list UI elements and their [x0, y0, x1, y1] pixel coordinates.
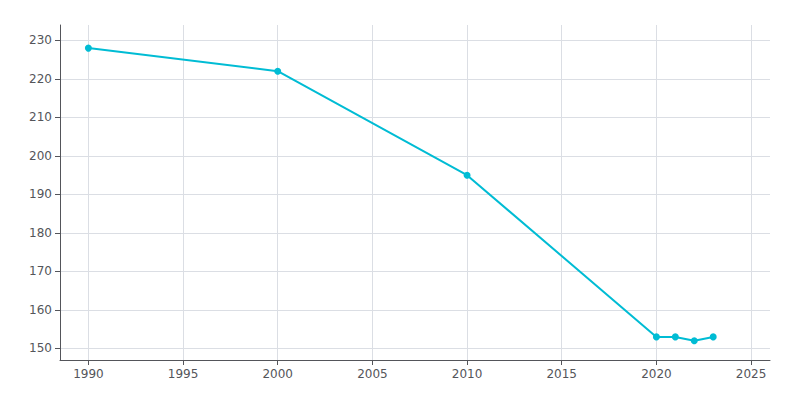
- svg-text:160: 160: [29, 303, 52, 317]
- svg-text:2005: 2005: [357, 367, 388, 381]
- svg-text:2000: 2000: [262, 367, 293, 381]
- svg-text:1990: 1990: [73, 367, 104, 381]
- svg-text:230: 230: [29, 33, 52, 47]
- svg-text:180: 180: [29, 226, 52, 240]
- svg-text:210: 210: [29, 110, 52, 124]
- svg-text:2025: 2025: [736, 367, 767, 381]
- svg-text:2015: 2015: [546, 367, 577, 381]
- svg-text:200: 200: [29, 149, 52, 163]
- svg-text:220: 220: [29, 72, 52, 86]
- svg-text:150: 150: [29, 341, 52, 355]
- svg-text:170: 170: [29, 264, 52, 278]
- svg-text:1995: 1995: [168, 367, 199, 381]
- svg-text:2020: 2020: [641, 367, 672, 381]
- svg-text:190: 190: [29, 187, 52, 201]
- svg-text:2010: 2010: [452, 367, 483, 381]
